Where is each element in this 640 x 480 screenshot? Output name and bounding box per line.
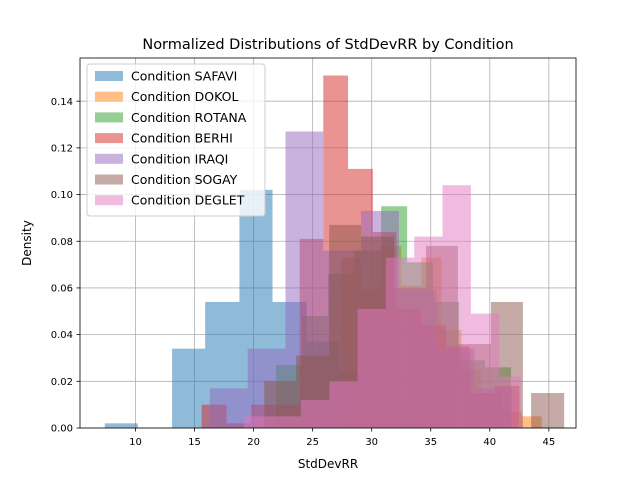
histogram-bar	[414, 236, 443, 428]
series-bars	[244, 185, 521, 428]
y-tick-label: 0.00	[51, 424, 73, 435]
y-tick-label: 0.08	[51, 237, 73, 248]
x-tick-label: 40	[483, 437, 496, 448]
histogram-bar	[499, 376, 521, 428]
legend-swatch	[95, 174, 123, 185]
histogram-bar	[272, 416, 301, 428]
histogram-bar	[104, 423, 138, 428]
histogram-bar	[300, 399, 330, 428]
x-tick-label: 30	[365, 437, 378, 448]
histogram-bar	[209, 388, 248, 428]
histogram-bar	[172, 348, 206, 428]
x-tick-label: 15	[188, 437, 201, 448]
histogram-bar	[357, 308, 386, 428]
legend-swatch	[95, 195, 123, 206]
legend-frame	[86, 63, 266, 217]
y-tick-label: 0.12	[51, 143, 73, 154]
legend-label: Condition IRAQI	[131, 151, 228, 166]
y-axis-ticks: 0.00 0.02 0.04 0.06 0.08 0.10 0.12 0.14	[51, 97, 80, 435]
legend-label: Condition SAFAVI	[131, 69, 237, 84]
x-tick-label: 20	[247, 437, 260, 448]
x-tick-label: 25	[306, 437, 319, 448]
histogram-bar	[244, 416, 273, 428]
x-axis-ticks: 10 15 20 25 30 35 40 45	[129, 428, 555, 448]
y-tick-label: 0.02	[51, 377, 73, 388]
histogram-bar	[531, 392, 565, 428]
y-tick-label: 0.14	[51, 97, 73, 108]
histogram-bar	[442, 185, 471, 428]
y-tick-label: 0.10	[51, 190, 73, 201]
x-tick-label: 45	[542, 437, 555, 448]
legend-label: Condition BERHI	[131, 131, 233, 146]
histogram-bar	[470, 313, 500, 428]
chart-title: Normalized Distributions of StdDevRR by …	[142, 37, 513, 53]
legend-swatch	[95, 133, 123, 144]
legend-label: Condition DOKOL	[131, 89, 238, 104]
plot-frame	[79, 57, 577, 429]
histogram-bar	[329, 381, 358, 428]
x-tick-label: 35	[424, 437, 437, 448]
legend-swatch	[95, 153, 123, 164]
x-tick-label: 10	[129, 437, 142, 448]
legend-swatch	[95, 112, 123, 123]
y-tick-label: 0.06	[51, 284, 73, 295]
legend-label: Condition ROTANA	[131, 110, 247, 125]
legend-label: Condition SOGAY	[131, 172, 238, 187]
y-axis-label: Density	[20, 220, 34, 266]
y-tick-label: 0.04	[51, 330, 73, 341]
histogram-bar	[385, 257, 415, 428]
histogram-bars	[104, 75, 565, 429]
legend: Condition SAFAVI Condition DOKOL Condition…	[86, 63, 266, 217]
legend-swatch	[95, 91, 123, 102]
legend-label: Condition DEGLET	[131, 193, 245, 208]
x-axis-label: StdDevRR	[298, 457, 358, 471]
legend-swatch	[95, 71, 123, 81]
